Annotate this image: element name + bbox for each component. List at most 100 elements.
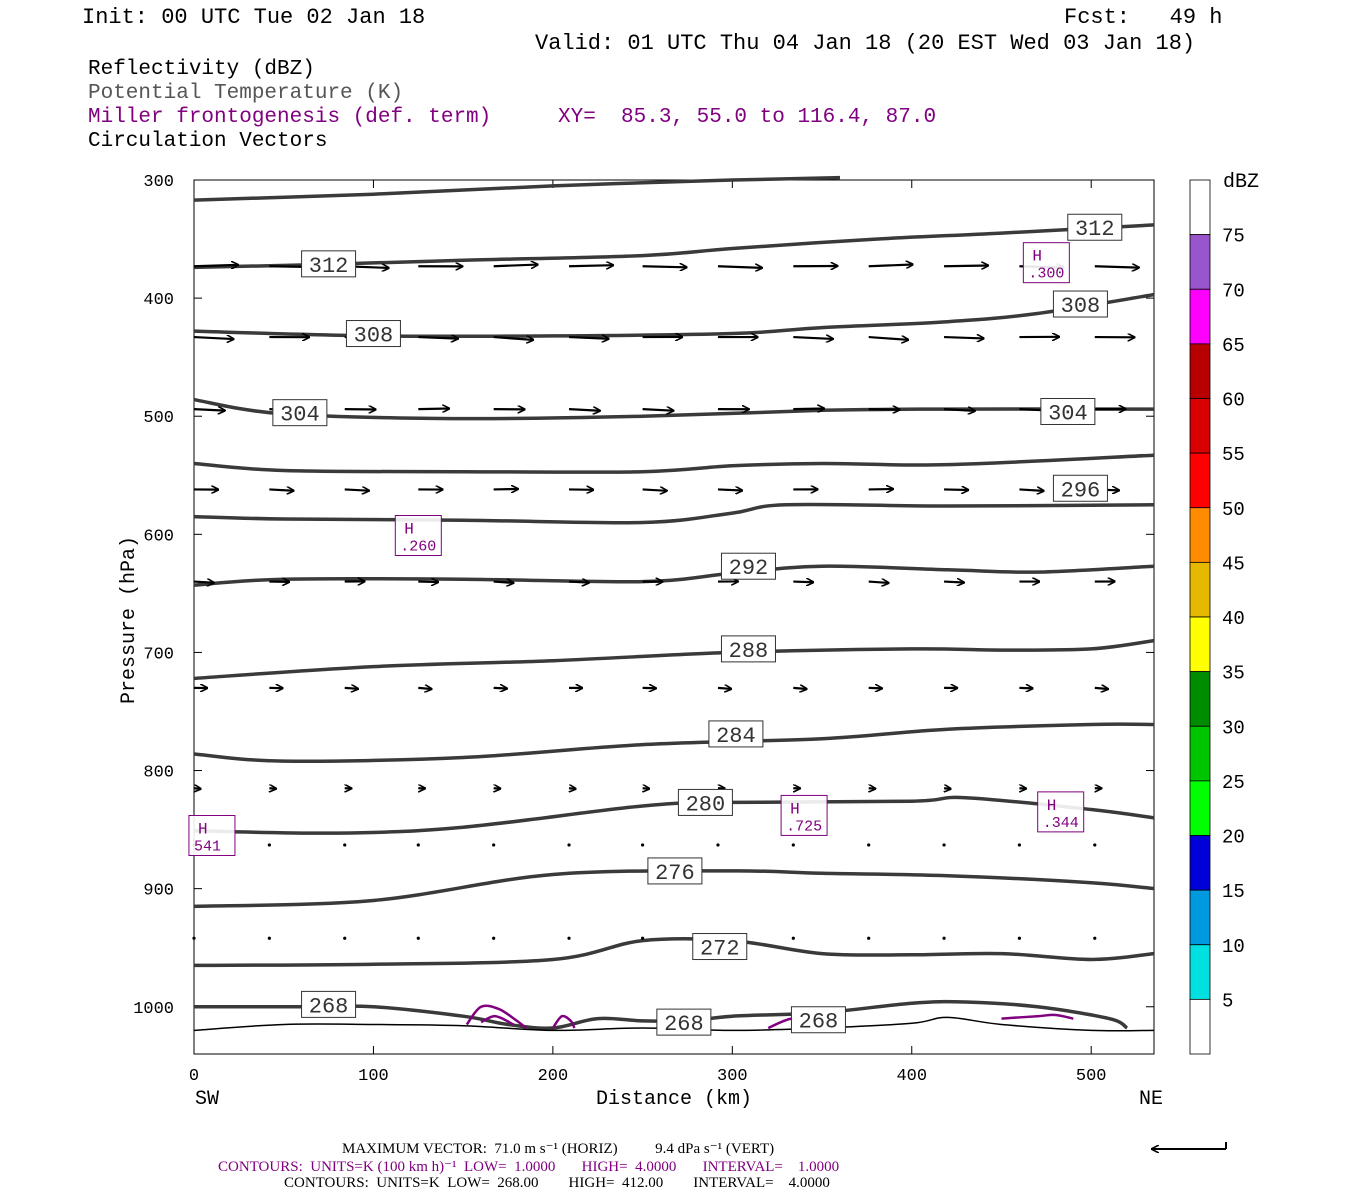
circulation-vector: [793, 582, 813, 583]
circulation-vector: [1019, 489, 1043, 490]
theta-label-box: [1067, 213, 1123, 241]
circulation-vector: [568, 582, 589, 583]
colorbar-tick-label: 35: [1222, 663, 1245, 685]
y-tick-label: 800: [143, 764, 174, 783]
theta-contour-label: 268: [656, 1008, 712, 1037]
colorbar-tick-label: 50: [1222, 499, 1245, 521]
theta-contour-312: [193, 175, 841, 202]
circulation-vector: [193, 409, 225, 410]
circulation-vector: [944, 489, 968, 490]
fronto-contour-note: CONTOURS: UNITS=K (100 km h)⁻¹ LOW= 1.00…: [218, 1159, 840, 1175]
frontogenesis-contour: [551, 1014, 576, 1029]
theta-contour-label: 268: [301, 990, 357, 1019]
circulation-vector: [1017, 843, 1022, 847]
circulation-vector: [418, 688, 431, 689]
circulation-vector: [418, 337, 458, 339]
colorbar-segment: [1189, 288, 1211, 345]
plot-frame: [193, 179, 1155, 1055]
circulation-vector: [569, 788, 576, 789]
theta-contour-label: 284: [708, 720, 764, 749]
circulation-vector: [344, 688, 358, 689]
frontogenesis-max-label: H.260: [394, 515, 442, 557]
circulation-vector: [1093, 843, 1097, 847]
circulation-vector: [944, 582, 964, 583]
theta-label-text: 276: [655, 861, 695, 886]
fronto-max-marker: H: [404, 521, 414, 539]
theta-contour-284: [193, 722, 1155, 763]
y-axis-label: Pressure (hPa): [118, 536, 141, 704]
circulation-vector: [793, 409, 824, 410]
colorbar-segment: [1189, 616, 1211, 673]
x-axis-label: Distance (km): [596, 1088, 752, 1111]
circulation-vector: [418, 409, 449, 410]
theta-contour-label: 288: [720, 635, 776, 664]
circulation-vector: [1017, 936, 1022, 940]
fronto-max-value: 541: [194, 839, 221, 856]
circulation-vector: [194, 788, 201, 789]
fronto-label-box: [1037, 791, 1085, 833]
x-tick-label: 300: [717, 1067, 748, 1086]
fronto-max-value: .725: [786, 818, 822, 835]
colorbar-tick-label: 40: [1222, 608, 1245, 630]
circulation-vector: [1093, 936, 1097, 940]
theta-contour-label: 308: [345, 320, 401, 349]
frontogenesis-contour: [1001, 1013, 1074, 1020]
theta-label-text: 308: [354, 324, 394, 349]
fronto-max-value: .344: [1043, 815, 1079, 832]
circulation-vector: [343, 936, 347, 940]
theta-contour-label: 304: [1040, 397, 1096, 426]
theta-label-box: [1052, 474, 1108, 502]
theta-label-box: [677, 788, 733, 816]
circulation-vector: [567, 936, 571, 940]
theta-label-box: [301, 250, 357, 278]
fronto-max-marker: H: [198, 821, 208, 839]
theta-contour-288: [193, 638, 1155, 681]
frontogenesis-max-label: H.725: [780, 794, 828, 836]
circulation-vector: [867, 936, 871, 940]
x-tick-label: 400: [896, 1067, 927, 1086]
y-tick-label: 700: [143, 645, 174, 664]
circulation-vector: [1094, 688, 1108, 689]
colorbar-tick-label: 65: [1222, 335, 1245, 357]
theta-contour-label: 268: [790, 1006, 846, 1035]
legend-reflectivity: Reflectivity (dBZ): [88, 58, 315, 81]
circulation-vector: [269, 489, 293, 490]
circulation-vector: [267, 936, 271, 940]
circulation-vector: [569, 265, 613, 266]
forecast-hour: Fcst: 49 h: [1064, 5, 1223, 30]
theta-label-box: [301, 990, 357, 1018]
theta-contour-label: 276: [647, 857, 703, 886]
circulation-vector: [193, 337, 234, 339]
frontogenesis-max-label: H.344: [1037, 791, 1085, 833]
fronto-max-value: .260: [400, 539, 436, 556]
cross-section-endpoints: XY= 85.3, 55.0 to 116.4, 87.0: [558, 106, 937, 129]
theta-contour-280: [193, 795, 1155, 835]
circulation-vector: [416, 843, 420, 847]
theta-label-text: 312: [309, 254, 349, 279]
colorbar-tick-label: 5: [1222, 990, 1233, 1012]
theta-label-box: [1040, 397, 1096, 425]
colorbar-segment: [1189, 507, 1211, 563]
colorbar-segment: [1189, 452, 1211, 509]
colorbar-tick-label: 10: [1222, 936, 1245, 958]
circulation-vector: [344, 489, 369, 490]
circulation-vector: [716, 843, 720, 847]
theta-label-text: 268: [799, 1010, 839, 1035]
theta-contour-label: 280: [677, 788, 733, 817]
theta-label-text: 268: [309, 994, 349, 1019]
colorbar-segment: [1189, 179, 1211, 236]
x-tick-label: 100: [358, 1067, 389, 1086]
colorbar-segment: [1189, 671, 1211, 727]
circulation-vector: [944, 788, 951, 789]
theta-contour-label: 308: [1052, 290, 1108, 319]
theta-label-box: [708, 720, 764, 748]
circulation-vector: [791, 936, 795, 940]
circulation-vector: [568, 409, 600, 411]
circulation-vector: [1094, 266, 1139, 267]
colorbar-tick-label: 15: [1222, 881, 1245, 903]
circulation-vector: [642, 266, 687, 267]
theta-label-text: 296: [1061, 478, 1101, 503]
colorbar-tick-label: 30: [1222, 717, 1245, 739]
theta-contour-label: 312: [1067, 213, 1123, 242]
